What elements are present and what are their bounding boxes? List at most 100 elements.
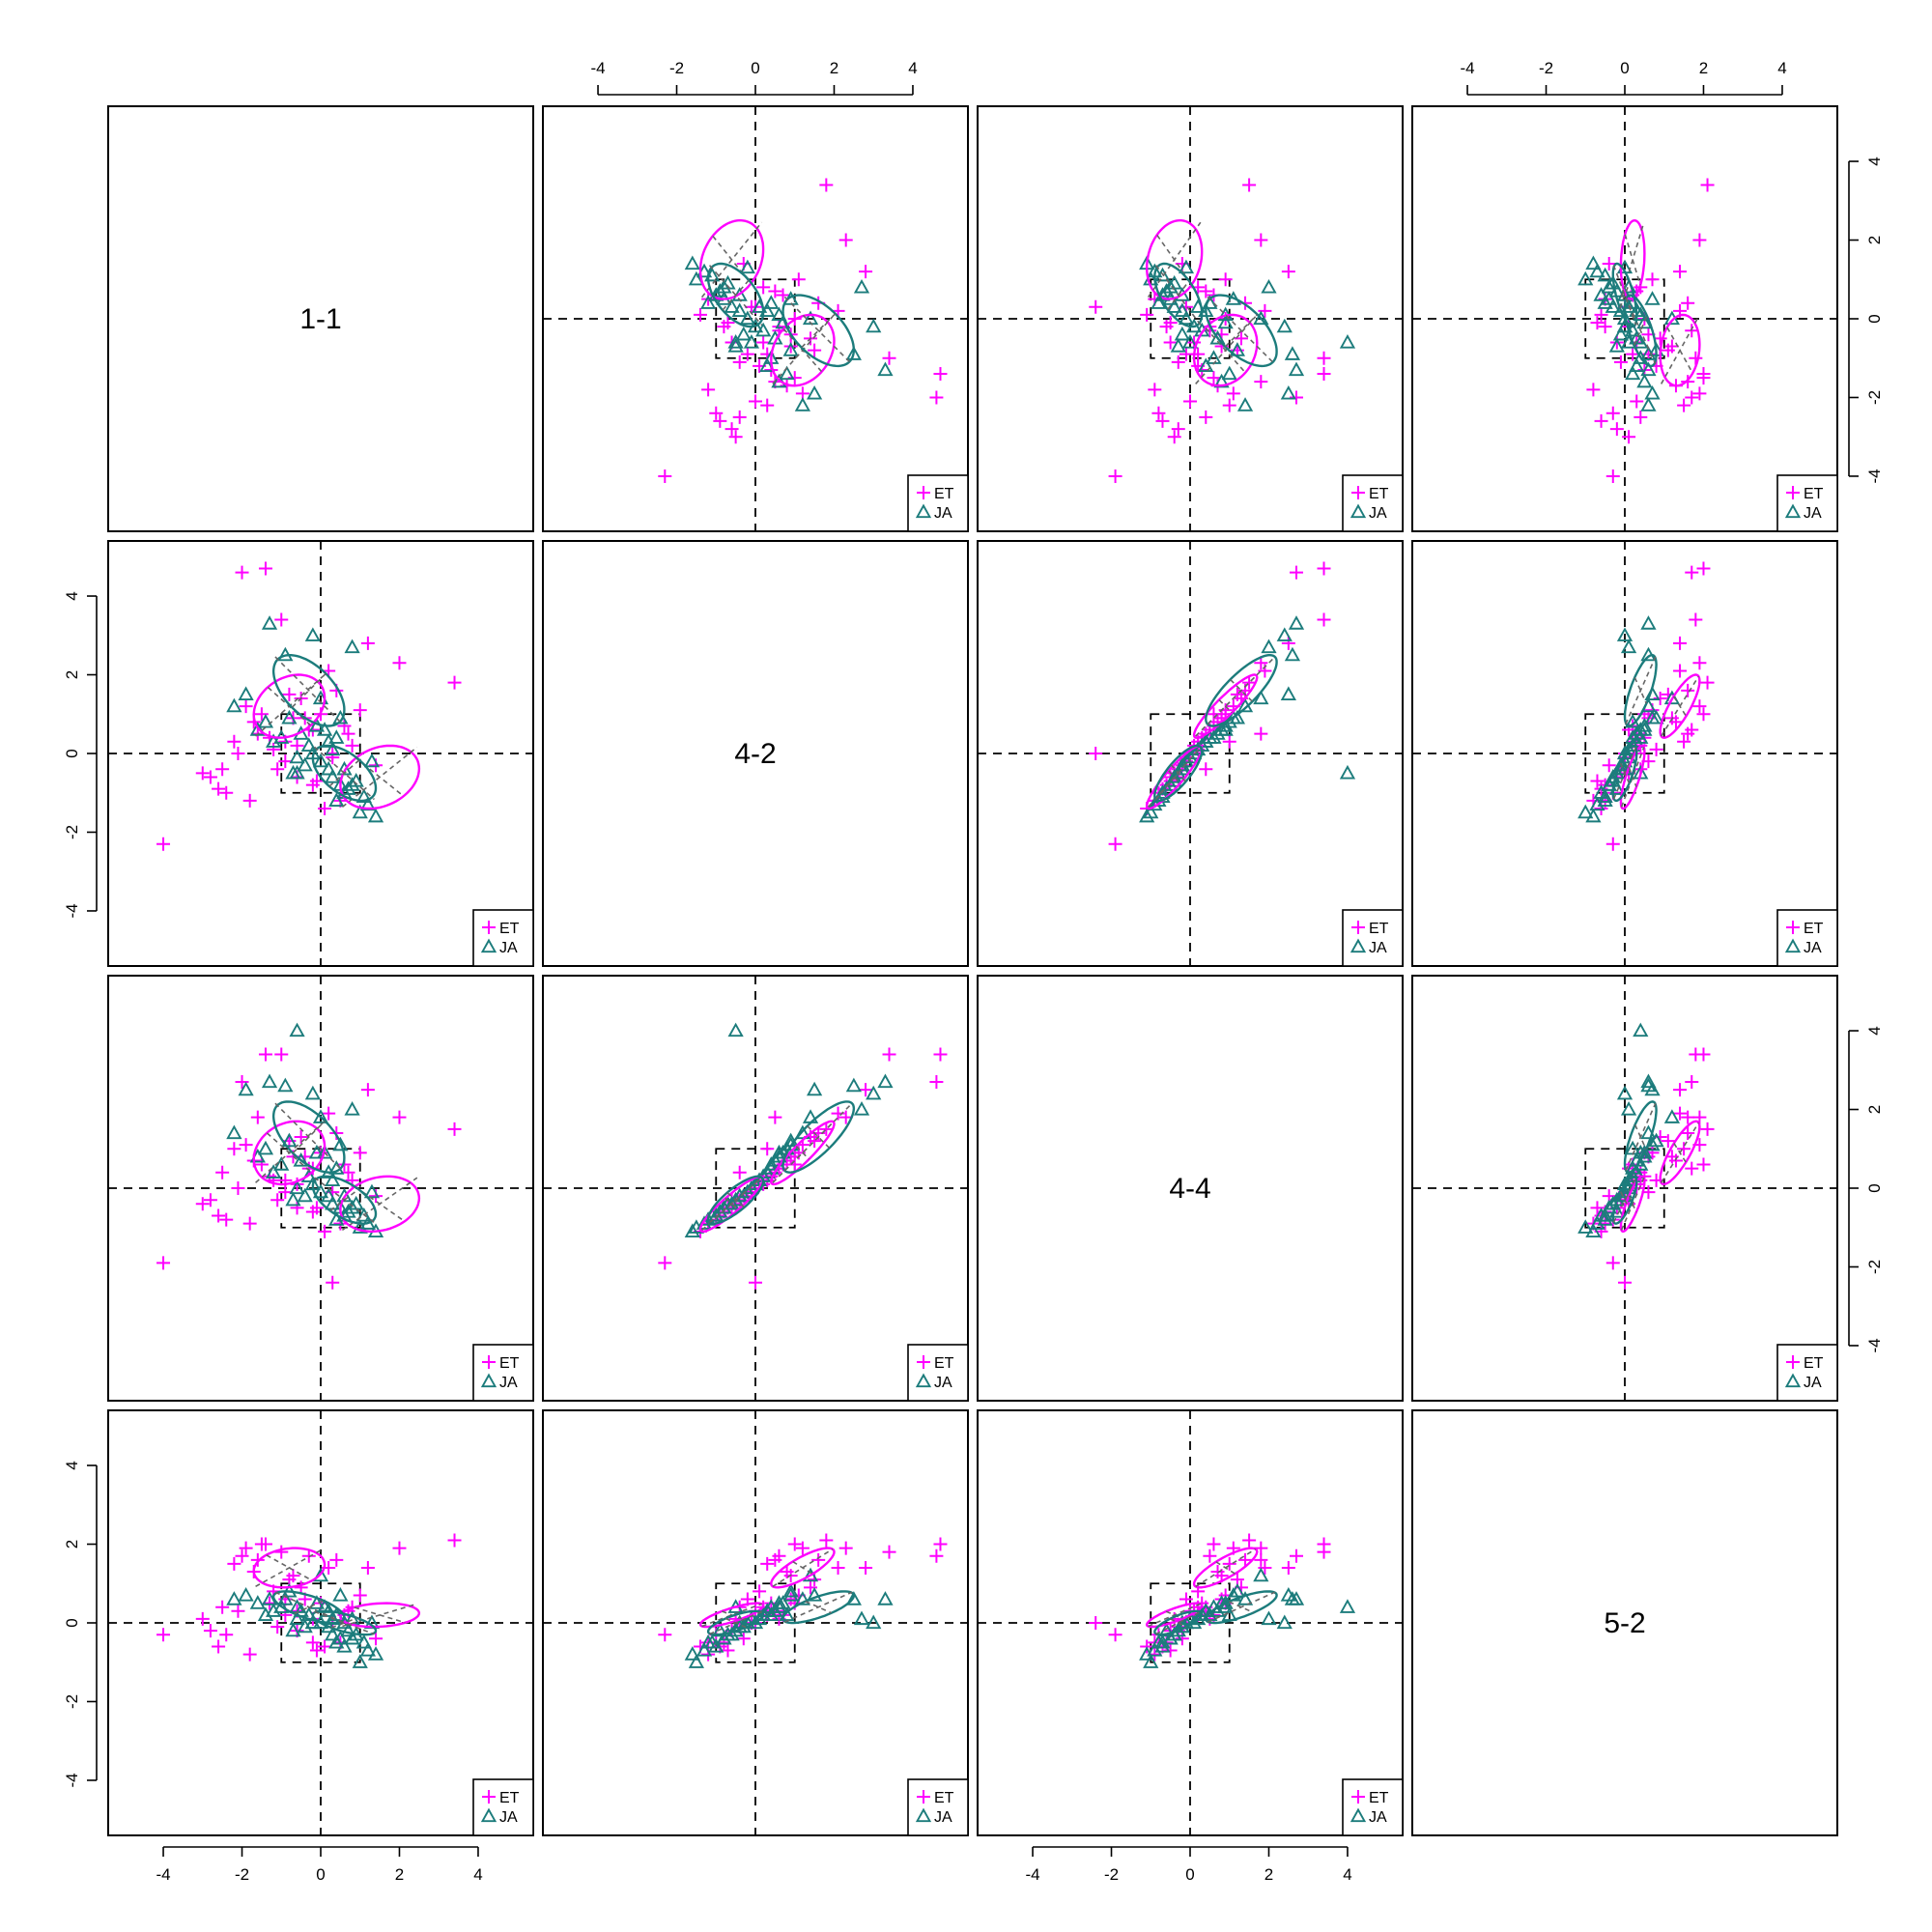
point-ja bbox=[297, 1187, 313, 1203]
point-et bbox=[1317, 367, 1331, 382]
legend-box bbox=[1342, 474, 1404, 532]
point-ja bbox=[806, 1081, 823, 1096]
ellipse-major-axis bbox=[1625, 297, 1657, 365]
point-ja bbox=[281, 1132, 298, 1148]
point-et bbox=[1700, 178, 1715, 192]
legend-box bbox=[1342, 1778, 1404, 1836]
tick-label: -4 bbox=[1865, 469, 1884, 483]
ellipse-et bbox=[698, 1175, 765, 1234]
point-et bbox=[1171, 422, 1185, 437]
point-ja bbox=[297, 756, 313, 772]
ellipse-ja bbox=[311, 744, 378, 803]
point-ja bbox=[352, 1654, 368, 1668]
point-ja bbox=[325, 741, 341, 756]
point-ja bbox=[304, 627, 321, 641]
point-ja bbox=[747, 1176, 764, 1191]
point-et bbox=[838, 1541, 853, 1555]
y-axis-right-1: -4 -2 0 2 4 bbox=[1848, 156, 1884, 484]
tick-label: 0 bbox=[1620, 59, 1629, 77]
panel-1-3: ET JA bbox=[977, 105, 1404, 532]
point-et bbox=[1163, 316, 1178, 330]
point-et bbox=[258, 1537, 272, 1551]
point-ja bbox=[1253, 1567, 1269, 1582]
point-ja bbox=[1612, 326, 1630, 341]
point-et bbox=[341, 726, 355, 741]
point-ja bbox=[1221, 365, 1237, 381]
point-ja bbox=[704, 1634, 721, 1649]
ellipse-minor-axis bbox=[1634, 677, 1647, 704]
plot-area bbox=[108, 1410, 533, 1835]
diagonal-label: 1-1 bbox=[299, 303, 341, 335]
point-et bbox=[235, 1075, 249, 1089]
point-ja bbox=[1620, 1172, 1637, 1186]
x-axis-top-4: -4 -2 0 2 4 bbox=[1460, 59, 1787, 96]
point-et bbox=[203, 1193, 217, 1208]
point-et bbox=[227, 734, 242, 749]
point-et bbox=[721, 1643, 735, 1658]
point-et bbox=[1692, 656, 1707, 670]
panel-4-4: 5-2 bbox=[1411, 1409, 1838, 1836]
legend-triangle-icon bbox=[1784, 503, 1802, 519]
legend-box bbox=[907, 1344, 969, 1402]
ellipse-et bbox=[252, 1547, 327, 1589]
point-et bbox=[1689, 612, 1703, 627]
ellipse-major-axis bbox=[701, 1603, 762, 1628]
point-ja bbox=[763, 295, 780, 309]
ellipse-et bbox=[698, 218, 765, 300]
tick-label: 2 bbox=[1865, 236, 1884, 244]
ellipse-et bbox=[339, 744, 421, 810]
panel-4-3: ET JA bbox=[977, 1409, 1404, 1836]
ellipse-major-axis bbox=[1207, 656, 1276, 725]
point-ja bbox=[727, 1022, 744, 1037]
reference-box bbox=[1584, 1148, 1665, 1229]
point-et bbox=[263, 1596, 277, 1610]
legend-triangle-icon bbox=[1784, 938, 1802, 953]
point-ja bbox=[1636, 314, 1653, 329]
reference-box bbox=[715, 278, 796, 359]
legend-triangle-icon bbox=[480, 938, 497, 953]
point-et bbox=[1685, 1075, 1699, 1089]
point-et bbox=[1696, 561, 1711, 576]
y-axis-left-2: -4 -2 0 2 4 bbox=[63, 591, 98, 919]
legend-plus-icon bbox=[1351, 486, 1365, 499]
ellipse-minor-axis bbox=[1228, 1601, 1254, 1614]
point-et bbox=[811, 1552, 826, 1567]
diagonal-label: 4-2 bbox=[734, 738, 776, 770]
tick-label: 0 bbox=[1865, 1183, 1884, 1192]
tick-label: -2 bbox=[63, 825, 81, 839]
point-ja bbox=[735, 326, 752, 341]
point-et bbox=[1613, 355, 1628, 369]
point-ja bbox=[1261, 278, 1277, 294]
ellipse-ja bbox=[1611, 744, 1638, 803]
tick-label: 4 bbox=[908, 59, 917, 77]
point-et bbox=[760, 1142, 775, 1156]
ellipse-major-axis bbox=[784, 1591, 853, 1623]
point-et bbox=[819, 1122, 834, 1136]
point-ja bbox=[344, 1199, 360, 1214]
tick-label: -4 bbox=[1865, 1338, 1884, 1352]
point-et bbox=[318, 1224, 332, 1238]
ellipse-ja bbox=[271, 1100, 346, 1174]
point-et bbox=[1605, 1256, 1620, 1270]
point-et bbox=[1626, 347, 1640, 361]
point-ja bbox=[1620, 1101, 1637, 1116]
ellipse-et bbox=[339, 1175, 421, 1234]
legend-label-et: ET bbox=[934, 1355, 954, 1372]
point-et bbox=[756, 280, 771, 295]
ellipse-minor-axis bbox=[1633, 315, 1648, 346]
ellipse-minor-axis bbox=[1168, 770, 1181, 784]
point-et bbox=[1290, 1548, 1303, 1563]
point-et bbox=[783, 339, 798, 354]
tick-label: 2 bbox=[63, 670, 81, 679]
point-et bbox=[1089, 1616, 1103, 1630]
point-ja bbox=[1253, 690, 1269, 705]
point-et bbox=[1668, 715, 1683, 729]
panel-4-2: ET JA bbox=[542, 1409, 969, 1836]
panel-3-2: ET JA bbox=[542, 975, 969, 1402]
point-et bbox=[787, 1537, 802, 1551]
point-et bbox=[219, 785, 234, 800]
point-ja bbox=[1174, 302, 1190, 318]
point-ja bbox=[1288, 1591, 1305, 1605]
point-et bbox=[215, 762, 230, 777]
ellipse-et bbox=[698, 1602, 765, 1629]
